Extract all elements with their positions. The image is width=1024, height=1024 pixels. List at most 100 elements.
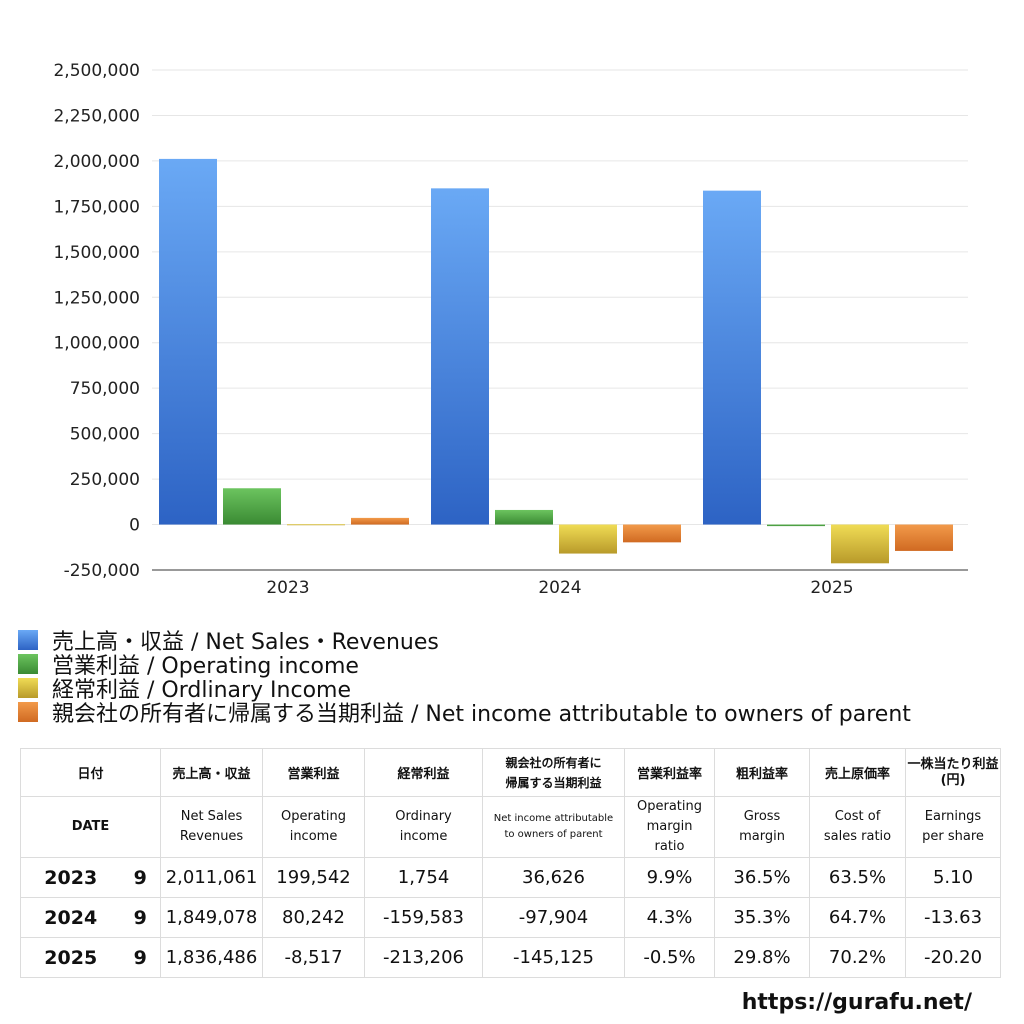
table-header-en-row: DATE Net Sales Revenues Operating income… [19, 796, 1002, 858]
cell-eps: 5.10 [905, 857, 1002, 898]
cell-ord: -159,583 [364, 897, 484, 938]
cell-month: 9 [120, 937, 162, 978]
cell-ord: 1,754 [364, 857, 484, 898]
header-opm-en-line2: margin [646, 819, 693, 834]
legend-label-net-sales: 売上高・収益 / Net Sales・Revenues [52, 630, 439, 655]
y-tick-label: 1,500,000 [53, 243, 140, 263]
header-ni-jp: 親会社の所有者に 帰属する当期利益 [482, 748, 626, 797]
x-tick-label: 2024 [538, 578, 581, 598]
header-ni-en: Net income attributable to owners of par… [482, 796, 626, 858]
cell-year: 2023 [20, 857, 121, 898]
bar-2024-series-2 [559, 524, 617, 554]
cell-cos: 63.5% [809, 857, 907, 898]
table-body: 2023 9 2,011,061 199,542 1,754 36,626 9.9% 36.5… [20, 857, 1002, 978]
cell-eps: -13.63 [905, 897, 1002, 938]
header-cos-en-line2: sales ratio [823, 829, 892, 844]
header-sales-en-line1: Net Sales [180, 809, 243, 824]
header-date-jp: 日付 [19, 748, 162, 797]
header-ni-en-line1: Net income attributable [493, 813, 614, 824]
header-opm-jp: 営業利益率 [624, 748, 716, 797]
cell-year: 2025 [20, 937, 121, 978]
header-ni-en-line2: to owners of parent [504, 829, 603, 840]
y-tick-label: 1,250,000 [53, 288, 140, 308]
legend-item-net-sales: 売上高・収益 / Net Sales・Revenues [18, 628, 911, 655]
header-eps-jp-line1: 一株当たり利益 [907, 756, 999, 772]
bars [159, 158, 953, 564]
legend-item-net-income: 親会社の所有者に帰属する当期利益 / Net income attributab… [18, 700, 911, 727]
header-gm-en: Gross margin [714, 796, 811, 858]
header-op-jp: 営業利益 [262, 748, 366, 797]
bar-2025-series-3 [895, 524, 953, 551]
cell-opm: 4.3% [624, 897, 716, 938]
cell-op: 80,242 [262, 897, 366, 938]
header-eps-en-line1: Earnings [924, 809, 982, 824]
financial-table: 日付 売上高・収益 営業利益 経常利益 親会社の所有者に 帰属する当期利益 営業… [19, 748, 1002, 978]
legend: 売上高・収益 / Net Sales・Revenues 営業利益 / Opera… [18, 628, 911, 727]
cell-cos: 70.2% [809, 937, 907, 978]
cell-ni: -145,125 [482, 937, 626, 978]
header-ni-jp-line2: 帰属する当期利益 [505, 775, 602, 790]
header-gm-en-line1: Gross [743, 809, 781, 824]
table-row: 2025 9 1,836,486 -8,517 -213,206 -145,125 -0.5… [20, 937, 1002, 978]
table-row: 2024 9 1,849,078 80,242 -159,583 -97,904 4.3% 3… [20, 897, 1002, 938]
legend-swatch-net-sales [18, 630, 38, 650]
x-tick-label: 2023 [266, 578, 309, 598]
cell-month: 9 [120, 897, 162, 938]
header-sales-en: Net Sales Revenues [160, 796, 264, 858]
cell-opm: 9.9% [624, 857, 716, 898]
y-tick-label: 1,750,000 [53, 197, 140, 217]
legend-swatch-ordinary-income [18, 678, 38, 698]
y-tick-label: 250,000 [70, 470, 140, 490]
legend-item-ordinary-income: 経常利益 / Ordlinary Income [18, 676, 911, 703]
header-ord-en-line2: income [399, 829, 448, 844]
header-sales-jp: 売上高・収益 [160, 748, 264, 797]
header-date-en: DATE [19, 796, 162, 858]
cell-gm: 36.5% [714, 857, 811, 898]
bar-2023-series-1 [223, 488, 281, 525]
y-axis-tick-labels: 2,500,000 2,250,000 2,000,000 1,750,000 1,50… [53, 61, 140, 581]
y-tick-label: 2,250,000 [53, 106, 140, 126]
header-eps-en: Earnings per share [905, 796, 1002, 858]
cell-sales: 1,836,486 [160, 937, 264, 978]
bar-2023-series-2 [287, 524, 345, 526]
cell-sales: 2,011,061 [160, 857, 264, 898]
bar-2024-series-0 [431, 188, 489, 525]
cell-gm: 35.3% [714, 897, 811, 938]
y-tick-label: 750,000 [70, 379, 140, 399]
header-op-en: Operating income [262, 796, 366, 858]
legend-label-ordinary-income: 経常利益 / Ordlinary Income [52, 678, 351, 703]
cell-op: 199,542 [262, 857, 366, 898]
bar-2024-series-3 [623, 524, 681, 543]
y-tick-label: 1,000,000 [53, 334, 140, 354]
header-cos-en-line1: Cost of [834, 809, 881, 824]
bar-2023-series-0 [159, 158, 217, 525]
cell-sales: 1,849,078 [160, 897, 264, 938]
header-op-en-line2: income [289, 829, 338, 844]
x-tick-label: 2025 [810, 578, 853, 598]
cell-ord: -213,206 [364, 937, 484, 978]
site-url: https://gurafu.net/ [741, 990, 972, 1015]
cell-month: 9 [120, 857, 162, 898]
bar-2025-series-1 [767, 524, 825, 527]
cell-op: -8,517 [262, 937, 366, 978]
header-gm-en-line2: margin [739, 829, 785, 844]
cell-ni: -97,904 [482, 897, 626, 938]
header-cos-en: Cost of sales ratio [809, 796, 907, 858]
y-tick-label: 2,500,000 [53, 61, 140, 81]
y-tick-label: 2,000,000 [53, 152, 140, 172]
header-cos-jp: 売上原価率 [809, 748, 907, 797]
header-ord-en: Ordinary income [364, 796, 484, 858]
header-opm-en: Operating margin ratio [624, 796, 716, 858]
header-opm-en-line1: Operating [637, 799, 703, 814]
header-ord-jp: 経常利益 [364, 748, 484, 797]
header-opm-en-line3: ratio [654, 839, 685, 854]
y-tick-label: 500,000 [70, 425, 140, 445]
cell-eps: -20.20 [905, 937, 1002, 978]
legend-label-net-income: 親会社の所有者に帰属する当期利益 / Net income attributab… [52, 702, 911, 727]
header-eps-jp: 一株当たり利益 (円) [905, 748, 1002, 797]
header-ni-jp-line1: 親会社の所有者に [505, 755, 602, 770]
table-header-jp-row: 日付 売上高・収益 営業利益 経常利益 親会社の所有者に 帰属する当期利益 営業… [19, 748, 1002, 797]
cell-year: 2024 [20, 897, 121, 938]
header-op-en-line1: Operating [281, 809, 347, 824]
legend-swatch-operating-income [18, 654, 38, 674]
